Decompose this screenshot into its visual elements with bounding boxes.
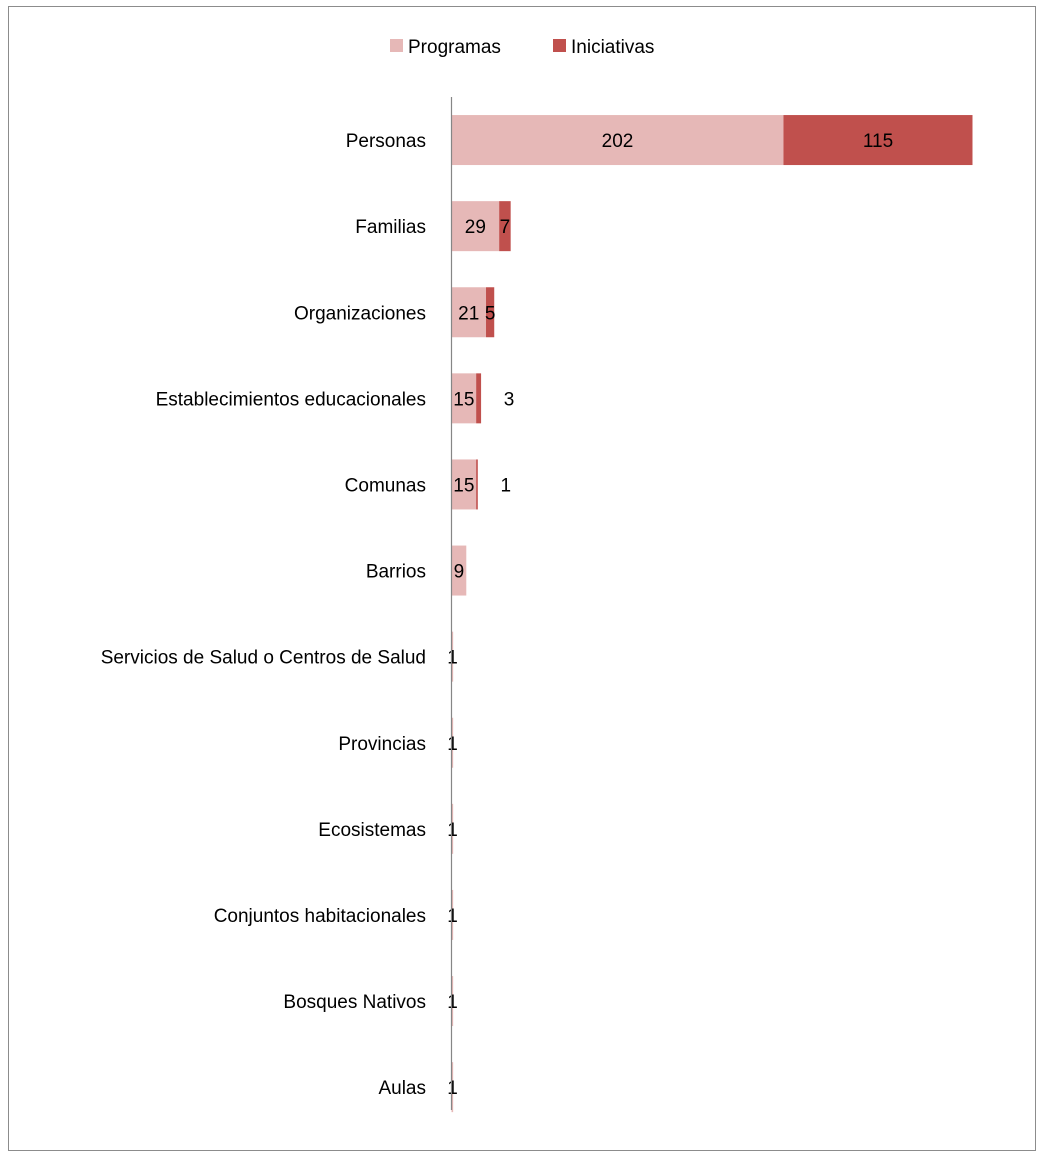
legend-label-programas: Programas (408, 37, 501, 58)
data-label-programas: 15 (453, 475, 474, 496)
data-label-iniciativas: 1 (501, 475, 512, 496)
data-label-iniciativas: 3 (504, 389, 515, 410)
data-label-programas: 1 (447, 906, 458, 927)
data-labels: 202 115 29 7 21 5 15 3 15 1 9 1 1 1 1 1 1 (447, 131, 893, 1099)
category-label: Bosques Nativos (283, 992, 426, 1013)
data-label-iniciativas: 115 (863, 131, 893, 152)
legend-swatch-programas (390, 39, 403, 52)
category-label: Familias (355, 217, 426, 238)
data-label-programas: 29 (465, 217, 486, 238)
bars (452, 115, 973, 1112)
category-label: Personas (346, 131, 426, 152)
data-label-iniciativas: 7 (500, 217, 511, 238)
category-label: Comunas (345, 475, 426, 496)
category-label: Aulas (378, 1078, 426, 1099)
legend-swatch-iniciativas (553, 39, 566, 52)
data-label-programas: 202 (602, 131, 634, 152)
category-labels: Personas Familias Organizaciones Establecim… (101, 131, 426, 1099)
category-label: Provincias (338, 734, 426, 755)
category-label: Organizaciones (294, 303, 426, 324)
data-label-programas: 21 (458, 303, 479, 324)
bar-iniciativas-establecimientos-educacionales (476, 373, 481, 423)
data-label-programas: 1 (447, 648, 458, 669)
legend-label-iniciativas: Iniciativas (571, 37, 654, 58)
data-label-programas: 1 (447, 992, 458, 1013)
category-label: Conjuntos habitacionales (214, 906, 426, 927)
category-label: Establecimientos educacionales (156, 389, 426, 410)
category-label: Ecosistemas (318, 820, 426, 841)
data-label-programas: 1 (447, 820, 458, 841)
data-label-programas: 1 (447, 1078, 458, 1099)
data-label-programas: 1 (447, 734, 458, 755)
data-label-programas: 9 (454, 562, 465, 583)
category-label: Servicios de Salud o Centros de Salud (101, 648, 426, 669)
bar-iniciativas-comunas (476, 459, 478, 509)
legend: Programas Iniciativas (390, 37, 654, 58)
data-label-iniciativas: 5 (485, 303, 496, 324)
category-label: Barrios (366, 562, 426, 583)
data-label-programas: 15 (453, 389, 474, 410)
